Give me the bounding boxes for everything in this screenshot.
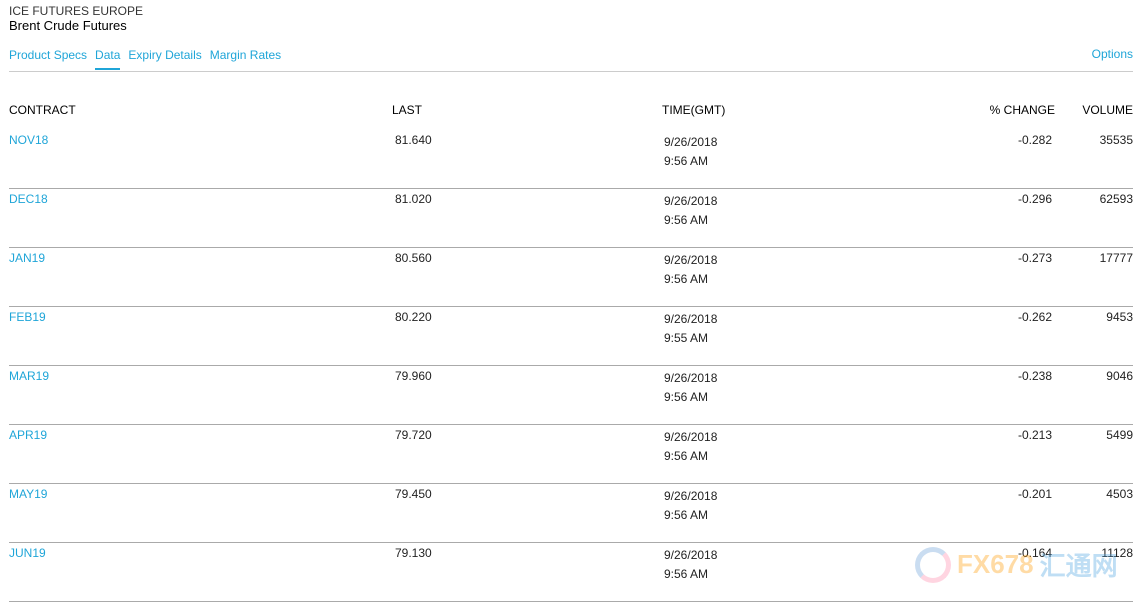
date: 9/26/2018: [664, 312, 718, 326]
last-price: 79.130: [395, 546, 432, 560]
table-row: JUN19 79.130 9/26/2018 9:56 AM -0.164 111…: [9, 542, 1133, 602]
col-last[interactable]: LAST: [392, 103, 423, 117]
date: 9/26/2018: [664, 371, 718, 385]
percent-change: -0.213: [1017, 428, 1052, 442]
table-row: FEB19 80.220 9/26/2018 9:55 AM -0.262 945…: [9, 306, 1133, 366]
time: 9:56 AM: [664, 567, 709, 581]
divider: [9, 71, 1133, 72]
percent-change: -0.262: [1017, 310, 1052, 324]
tab-bar: Product Specs Data Expiry Details Margin…: [9, 48, 281, 70]
table-row: DEC18 81.020 9/26/2018 9:56 AM -0.296 625…: [9, 188, 1133, 248]
timestamp: 9/26/2018 9:56 AM: [664, 546, 717, 584]
percent-change: -0.296: [1017, 192, 1052, 206]
contract-link[interactable]: DEC18: [9, 192, 48, 206]
percent-change: -0.238: [1017, 369, 1052, 383]
timestamp: 9/26/2018 9:56 AM: [664, 192, 717, 230]
tab-expiry-details[interactable]: Expiry Details: [128, 48, 202, 62]
volume: 4503: [1106, 487, 1133, 501]
contract-link[interactable]: FEB19: [9, 310, 46, 324]
percent-change: -0.282: [1017, 133, 1052, 147]
date: 9/26/2018: [664, 253, 718, 267]
table-row: MAY19 79.450 9/26/2018 9:56 AM -0.201 450…: [9, 483, 1133, 543]
exchange-name: ICE FUTURES EUROPE: [9, 4, 144, 18]
date: 9/26/2018: [664, 135, 718, 149]
volume: 11128: [1101, 546, 1133, 560]
col-change[interactable]: % CHANGE: [989, 103, 1055, 117]
time: 9:55 AM: [664, 331, 709, 345]
percent-change: -0.273: [1017, 251, 1052, 265]
timestamp: 9/26/2018 9:56 AM: [664, 133, 717, 171]
time: 9:56 AM: [664, 272, 709, 286]
col-contract[interactable]: CONTRACT: [9, 103, 76, 117]
volume: 17777: [1099, 251, 1133, 265]
time: 9:56 AM: [664, 449, 709, 463]
contract-link[interactable]: NOV18: [9, 133, 49, 147]
volume: 9453: [1106, 310, 1133, 324]
last-price: 80.560: [395, 251, 432, 265]
volume: 35535: [1099, 133, 1133, 147]
last-price: 81.640: [395, 133, 432, 147]
timestamp: 9/26/2018 9:56 AM: [664, 251, 717, 289]
timestamp: 9/26/2018 9:56 AM: [664, 487, 717, 525]
last-price: 79.450: [395, 487, 432, 501]
time: 9:56 AM: [664, 154, 709, 168]
contract-link[interactable]: MAR19: [9, 369, 50, 383]
contract-link[interactable]: JUN19: [9, 546, 46, 560]
table-row: NOV18 81.640 9/26/2018 9:56 AM -0.282 355…: [9, 129, 1133, 189]
timestamp: 9/26/2018 9:55 AM: [664, 310, 717, 348]
col-volume[interactable]: VOLUME: [1082, 103, 1133, 117]
date: 9/26/2018: [664, 489, 718, 503]
tab-product-specs[interactable]: Product Specs: [9, 48, 88, 62]
timestamp: 9/26/2018 9:56 AM: [664, 428, 717, 466]
contract-link[interactable]: APR19: [9, 428, 48, 442]
table-row: MAR19 79.960 9/26/2018 9:56 AM -0.238 904…: [9, 365, 1133, 425]
tab-data[interactable]: Data: [95, 48, 121, 70]
last-price: 80.220: [395, 310, 432, 324]
volume: 62593: [1099, 192, 1133, 206]
options-link[interactable]: Options: [1091, 47, 1133, 61]
last-price: 81.020: [395, 192, 432, 206]
date: 9/26/2018: [664, 548, 718, 562]
date: 9/26/2018: [664, 430, 718, 444]
time: 9:56 AM: [664, 508, 709, 522]
col-time[interactable]: TIME(GMT): [662, 103, 726, 117]
percent-change: -0.201: [1017, 487, 1052, 501]
last-price: 79.960: [395, 369, 432, 383]
contract-link[interactable]: MAY19: [9, 487, 48, 501]
timestamp: 9/26/2018 9:56 AM: [664, 369, 717, 407]
table-row: JAN19 80.560 9/26/2018 9:56 AM -0.273 177…: [9, 247, 1133, 307]
volume: 5499: [1106, 428, 1133, 442]
volume: 9046: [1106, 369, 1133, 383]
tab-margin-rates[interactable]: Margin Rates: [209, 48, 282, 62]
product-title: Brent Crude Futures: [9, 18, 127, 33]
date: 9/26/2018: [664, 194, 718, 208]
percent-change: -0.164: [1017, 546, 1052, 560]
contract-link[interactable]: JAN19: [9, 251, 46, 265]
last-price: 79.720: [395, 428, 432, 442]
time: 9:56 AM: [664, 213, 709, 227]
time: 9:56 AM: [664, 390, 709, 404]
table-row: APR19 79.720 9/26/2018 9:56 AM -0.213 549…: [9, 424, 1133, 484]
